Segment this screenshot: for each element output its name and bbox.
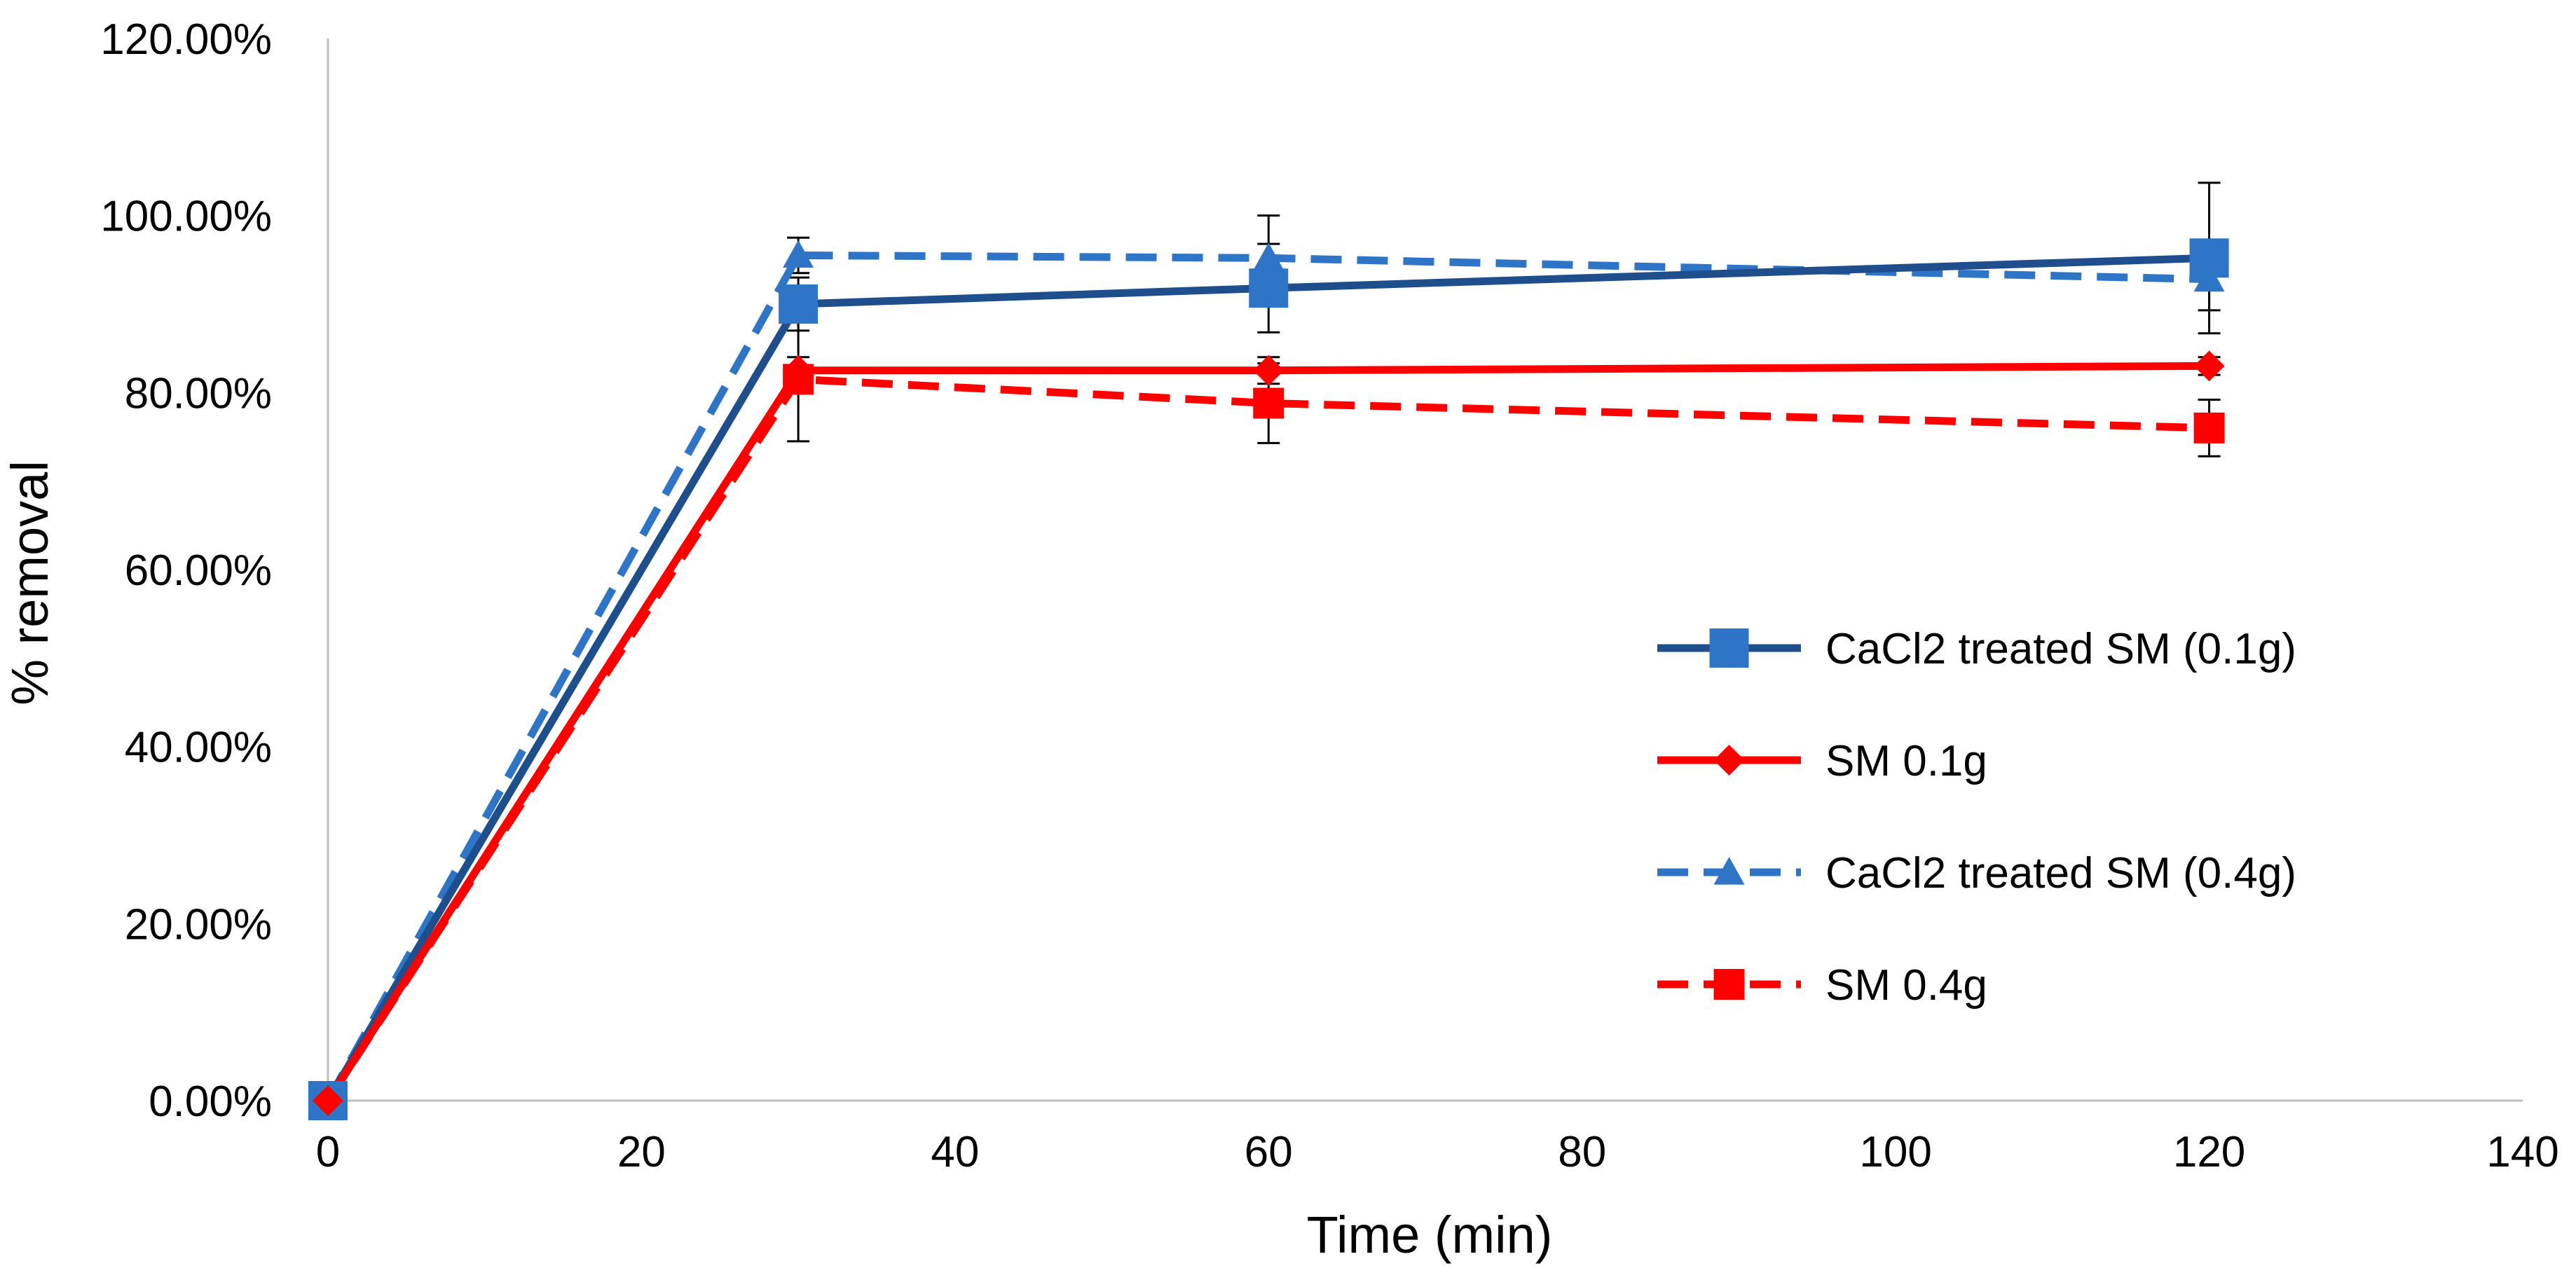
legend-label: CaCl2 treated SM (0.1g)	[1825, 625, 2296, 673]
x-tick-label: 0	[316, 1128, 340, 1176]
data-point	[2193, 350, 2225, 382]
x-tick-label: 40	[931, 1128, 979, 1176]
legend: CaCl2 treated SM (0.1g) SM 0.1g CaCl2 trea…	[1657, 625, 2296, 1010]
legend-label: SM 0.4g	[1825, 961, 1987, 1010]
data-point	[2193, 263, 2225, 292]
legend-marker	[1713, 745, 1745, 776]
series-line	[324, 362, 2210, 1103]
data-point	[1253, 355, 1284, 386]
x-tick-label: 140	[2486, 1128, 2558, 1176]
x-tick-label: 60	[1245, 1128, 1293, 1176]
y-tick-label: 40.00%	[125, 724, 272, 772]
x-tick-label: 20	[617, 1128, 666, 1176]
y-tick-label: 20.00%	[125, 900, 272, 949]
error-bars	[787, 181, 2221, 457]
data-point	[1253, 387, 1284, 419]
legend-marker	[1713, 857, 1745, 885]
y-tick-label: 80.00%	[125, 369, 272, 418]
series-lines	[324, 252, 2210, 1103]
data-point	[783, 355, 814, 386]
data-point	[2189, 238, 2229, 278]
series-line	[324, 254, 2210, 1103]
legend-marker	[1713, 969, 1745, 1000]
y-tick-label: 100.00%	[100, 193, 272, 241]
legend-label: SM 0.1g	[1825, 737, 1987, 785]
data-point	[313, 1085, 343, 1116]
legend-label: CaCl2 treated SM (0.4g)	[1825, 849, 2296, 897]
x-tick-label: 100	[1859, 1128, 1931, 1176]
y-tick-label: 120.00%	[100, 15, 272, 64]
series-markers	[308, 238, 2229, 1120]
y-tick-label: 0.00%	[149, 1078, 272, 1126]
data-point	[1249, 268, 1289, 308]
axes: 0.00% 20.00% 40.00% 60.00% 80.00% 100.00% 120.…	[100, 15, 2558, 1176]
data-point	[1253, 242, 1284, 270]
legend-marker	[1709, 628, 1749, 668]
y-axis-title: % removal	[1, 460, 59, 706]
series-line	[324, 252, 2210, 1103]
x-tick-label: 120	[2173, 1128, 2245, 1176]
x-axis-title: Time (min)	[1307, 1206, 1553, 1264]
data-point	[2193, 412, 2225, 443]
y-tick-label: 60.00%	[125, 546, 272, 595]
data-point	[779, 284, 818, 324]
x-tick-label: 80	[1558, 1128, 1606, 1176]
data-point	[783, 240, 814, 268]
